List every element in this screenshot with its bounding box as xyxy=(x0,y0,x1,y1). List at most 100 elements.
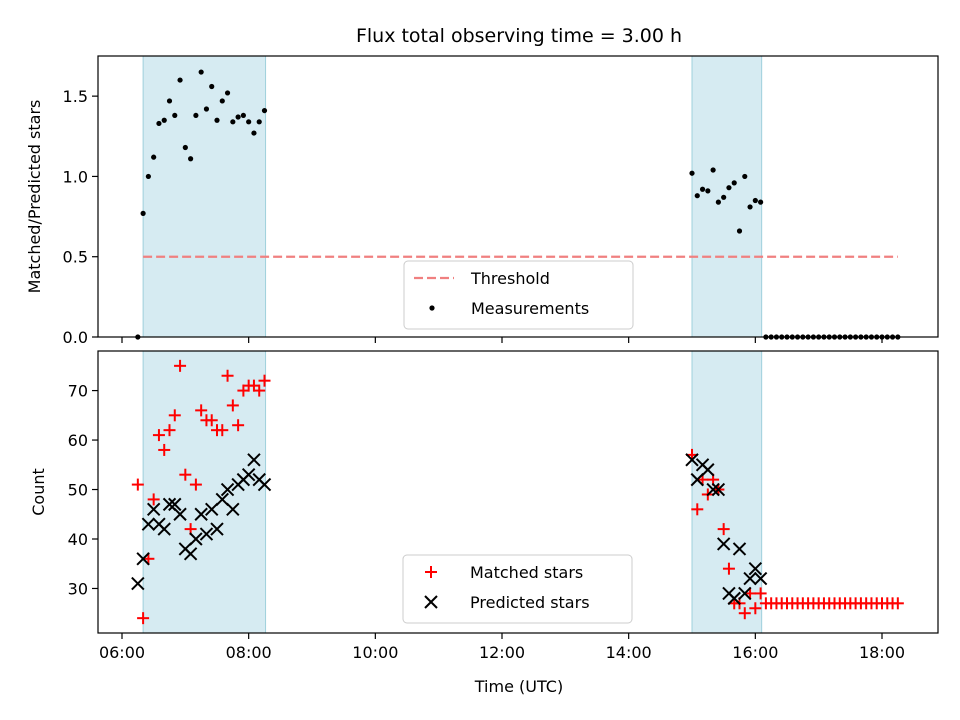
measurements-point-32 xyxy=(726,185,732,191)
predicted-stars-point-34 xyxy=(732,542,747,556)
matched-stars-point-14 xyxy=(205,414,218,427)
bottom-ytick-label-4: 70 xyxy=(68,382,88,401)
measurements-point-16 xyxy=(219,98,225,104)
measurements-point-8 xyxy=(177,77,183,83)
measurements-point-22 xyxy=(251,130,257,136)
predicted-stars-point-21 xyxy=(241,467,256,482)
top-legend-entry-1: Measurements xyxy=(429,299,589,318)
predicted-stars-point-15 xyxy=(210,522,224,536)
predicted-stars-point-1 xyxy=(136,552,150,566)
top-ytick-label-1: 0.5 xyxy=(63,248,88,267)
top-ytick-label-3: 1.5 xyxy=(63,87,88,106)
bottom-highlight-band-1 xyxy=(691,350,763,634)
matched-stars-point-32 xyxy=(722,562,735,575)
measurements-point-35 xyxy=(742,173,748,180)
xtick-label-2: 10:00 xyxy=(352,643,398,662)
bottom-ytick-label-1: 40 xyxy=(68,530,88,549)
matched-stars-point-16 xyxy=(216,424,229,437)
matched-stars-point-26 xyxy=(691,503,704,516)
predicted-stars-point-18 xyxy=(226,502,240,517)
predicted-stars-point-5 xyxy=(157,522,171,536)
top-legend-entry-0: Threshold xyxy=(414,269,550,288)
measurements-point-3 xyxy=(151,154,157,160)
xtick-label-4: 14:00 xyxy=(606,643,652,662)
xtick-label-5: 16:00 xyxy=(732,643,778,662)
top-legend-label-0: Threshold xyxy=(470,269,550,288)
predicted-stars-point-10 xyxy=(183,547,198,561)
predicted-stars-point-29 xyxy=(706,482,720,497)
top-legend-box xyxy=(403,260,634,330)
xtick-label-3: 12:00 xyxy=(479,643,525,662)
bottom-series-0 xyxy=(131,359,904,625)
predicted-stars-point-3 xyxy=(146,502,161,517)
matched-stars-point-3 xyxy=(147,493,160,506)
matched-stars-point-18 xyxy=(226,399,239,412)
measurements-point-7 xyxy=(172,112,178,119)
matched-stars-point-24 xyxy=(258,374,271,387)
measurements-point-21 xyxy=(246,119,252,125)
measurements-point-30 xyxy=(715,199,721,205)
top-y-axis-label: Matched/Predicted stars xyxy=(25,100,44,294)
predicted-stars-point-11 xyxy=(189,532,203,546)
measurements-point-9 xyxy=(182,144,188,151)
matched-stars-point-1 xyxy=(137,612,150,625)
predicted-stars-point-31 xyxy=(716,537,731,551)
measurements-point-28 xyxy=(705,188,711,194)
predicted-stars-point-35 xyxy=(738,586,752,601)
predicted-stars-point-33 xyxy=(727,591,741,606)
measurements-point-5 xyxy=(161,117,167,123)
measurements-point-26 xyxy=(694,193,700,199)
measurements-point-12 xyxy=(198,69,204,75)
measurements-point-25 xyxy=(689,170,695,176)
matched-stars-point-19 xyxy=(232,419,245,432)
measurements-point-20 xyxy=(240,112,246,119)
predicted-stars-point-0 xyxy=(131,576,145,591)
measurements-point-37 xyxy=(752,197,758,204)
top-legend: Threshold Measurements xyxy=(403,260,634,330)
matched-stars-point-17 xyxy=(221,369,234,382)
predicted-stars-point-8 xyxy=(173,507,187,521)
bottom-legend-box xyxy=(402,554,633,624)
predicted-stars-point-38 xyxy=(753,571,768,586)
xtick-label-6: 18:00 xyxy=(859,643,905,662)
bottom-ytick-label-2: 50 xyxy=(68,481,88,500)
measurements-point-14 xyxy=(209,83,215,90)
top-legend-label-1: Measurements xyxy=(471,299,589,318)
matched-stars-point-12 xyxy=(195,404,208,417)
measurements-point-13 xyxy=(203,106,210,112)
measurements-point-6 xyxy=(166,98,173,104)
bottom-axes-frame xyxy=(97,350,939,634)
matched-stars-point-38 xyxy=(754,587,767,600)
matched-stars-point-6 xyxy=(163,424,176,437)
bottom-legend: Matched stars Predicted stars xyxy=(402,554,633,624)
matched-stars-point-8 xyxy=(174,359,187,372)
measurements-point-31 xyxy=(721,194,727,200)
bottom-legend-entry-1: Predicted stars xyxy=(424,593,590,612)
top-ytick-label-2: 1.0 xyxy=(63,167,88,186)
measurements-point-4 xyxy=(156,120,162,127)
matched-stars-point-31 xyxy=(717,523,730,536)
predicted-stars-point-37 xyxy=(748,561,763,576)
predicted-stars-point-13 xyxy=(199,527,214,541)
predicted-stars-point-30 xyxy=(711,482,726,497)
measurements-point-34 xyxy=(736,228,743,234)
matched-stars-point-4 xyxy=(152,429,165,442)
bottom-ytick-label-0: 30 xyxy=(68,579,88,598)
matched-stars-point-37 xyxy=(749,602,762,615)
chart-title: Flux total observing time = 3.00 h xyxy=(356,25,682,47)
bottom-series-1 xyxy=(131,453,768,606)
matched-stars-point-7 xyxy=(168,409,181,422)
matched-stars-point-9 xyxy=(179,468,192,481)
measurements-point-36 xyxy=(747,204,753,210)
predicted-stars-point-2 xyxy=(141,517,156,531)
bottom-ytick-label-3: 60 xyxy=(68,431,88,450)
measurements-point-27 xyxy=(699,186,706,192)
predicted-stars-point-6 xyxy=(162,497,177,512)
predicted-stars-point-36 xyxy=(743,571,757,586)
x-axis-label: Time (UTC) xyxy=(474,677,563,696)
top-ytick-label-0: 0.0 xyxy=(63,328,88,347)
top-highlight-band-1 xyxy=(691,55,763,338)
bottom-y-axis-label: Count xyxy=(29,468,48,516)
predicted-stars-point-28 xyxy=(701,463,715,477)
